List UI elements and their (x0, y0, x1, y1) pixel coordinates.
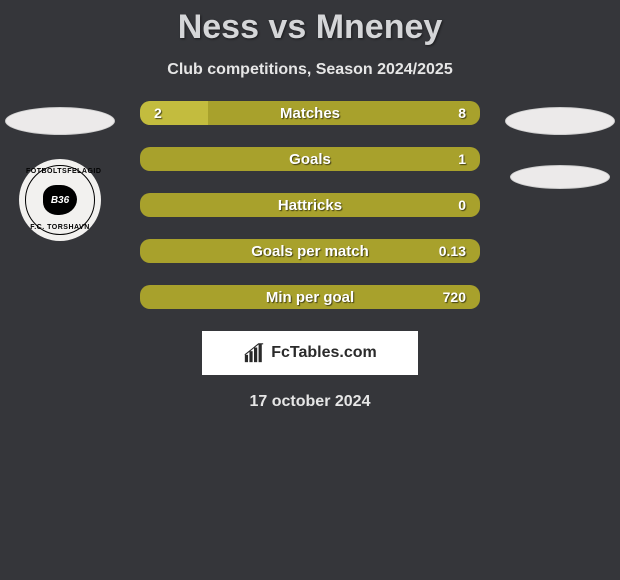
right-team-ellipse-2 (510, 165, 610, 189)
footer-date: 17 october 2024 (0, 393, 620, 411)
right-team-col (500, 101, 620, 189)
stat-label: Goals per match (140, 239, 480, 263)
right-team-ellipse-1 (505, 107, 615, 135)
badge-center: B36 (43, 185, 77, 215)
stat-bar-hattricks: Hattricks 0 (140, 193, 480, 217)
subtitle: Club competitions, Season 2024/2025 (0, 61, 620, 79)
left-team-badge: FOTBOLTSFELAGID B36 F.C. TORSHAVN (19, 159, 101, 241)
stat-label: Matches (140, 101, 480, 125)
badge-bottom-text: F.C. TORSHAVN (26, 224, 94, 231)
stat-bar-min-per-goal: Min per goal 720 (140, 285, 480, 309)
stats-area: FOTBOLTSFELAGID B36 F.C. TORSHAVN 2 Matc… (0, 101, 620, 309)
stat-label: Min per goal (140, 285, 480, 309)
badge-top-text: FOTBOLTSFELAGID (26, 168, 94, 175)
bars-icon (243, 342, 265, 364)
left-team-ellipse-1 (5, 107, 115, 135)
stat-bar-matches: 2 Matches 8 (140, 101, 480, 125)
badge-inner: FOTBOLTSFELAGID B36 F.C. TORSHAVN (25, 165, 95, 235)
stat-label: Hattricks (140, 193, 480, 217)
stat-bar-goals-per-match: Goals per match 0.13 (140, 239, 480, 263)
stat-value-right: 720 (443, 285, 466, 309)
stat-label: Goals (140, 147, 480, 171)
stat-value-right: 1 (458, 147, 466, 171)
fctables-label: FcTables.com (271, 344, 377, 362)
page-title: Ness vs Mneney (0, 0, 620, 47)
stat-value-right: 8 (458, 101, 466, 125)
stat-bar-goals: Goals 1 (140, 147, 480, 171)
stat-bars: 2 Matches 8 Goals 1 Hattricks 0 Goals pe… (140, 101, 480, 309)
left-team-col: FOTBOLTSFELAGID B36 F.C. TORSHAVN (0, 101, 120, 241)
stat-value-right: 0 (458, 193, 466, 217)
stat-value-right: 0.13 (439, 239, 466, 263)
fctables-logo-box: FcTables.com (202, 331, 418, 375)
